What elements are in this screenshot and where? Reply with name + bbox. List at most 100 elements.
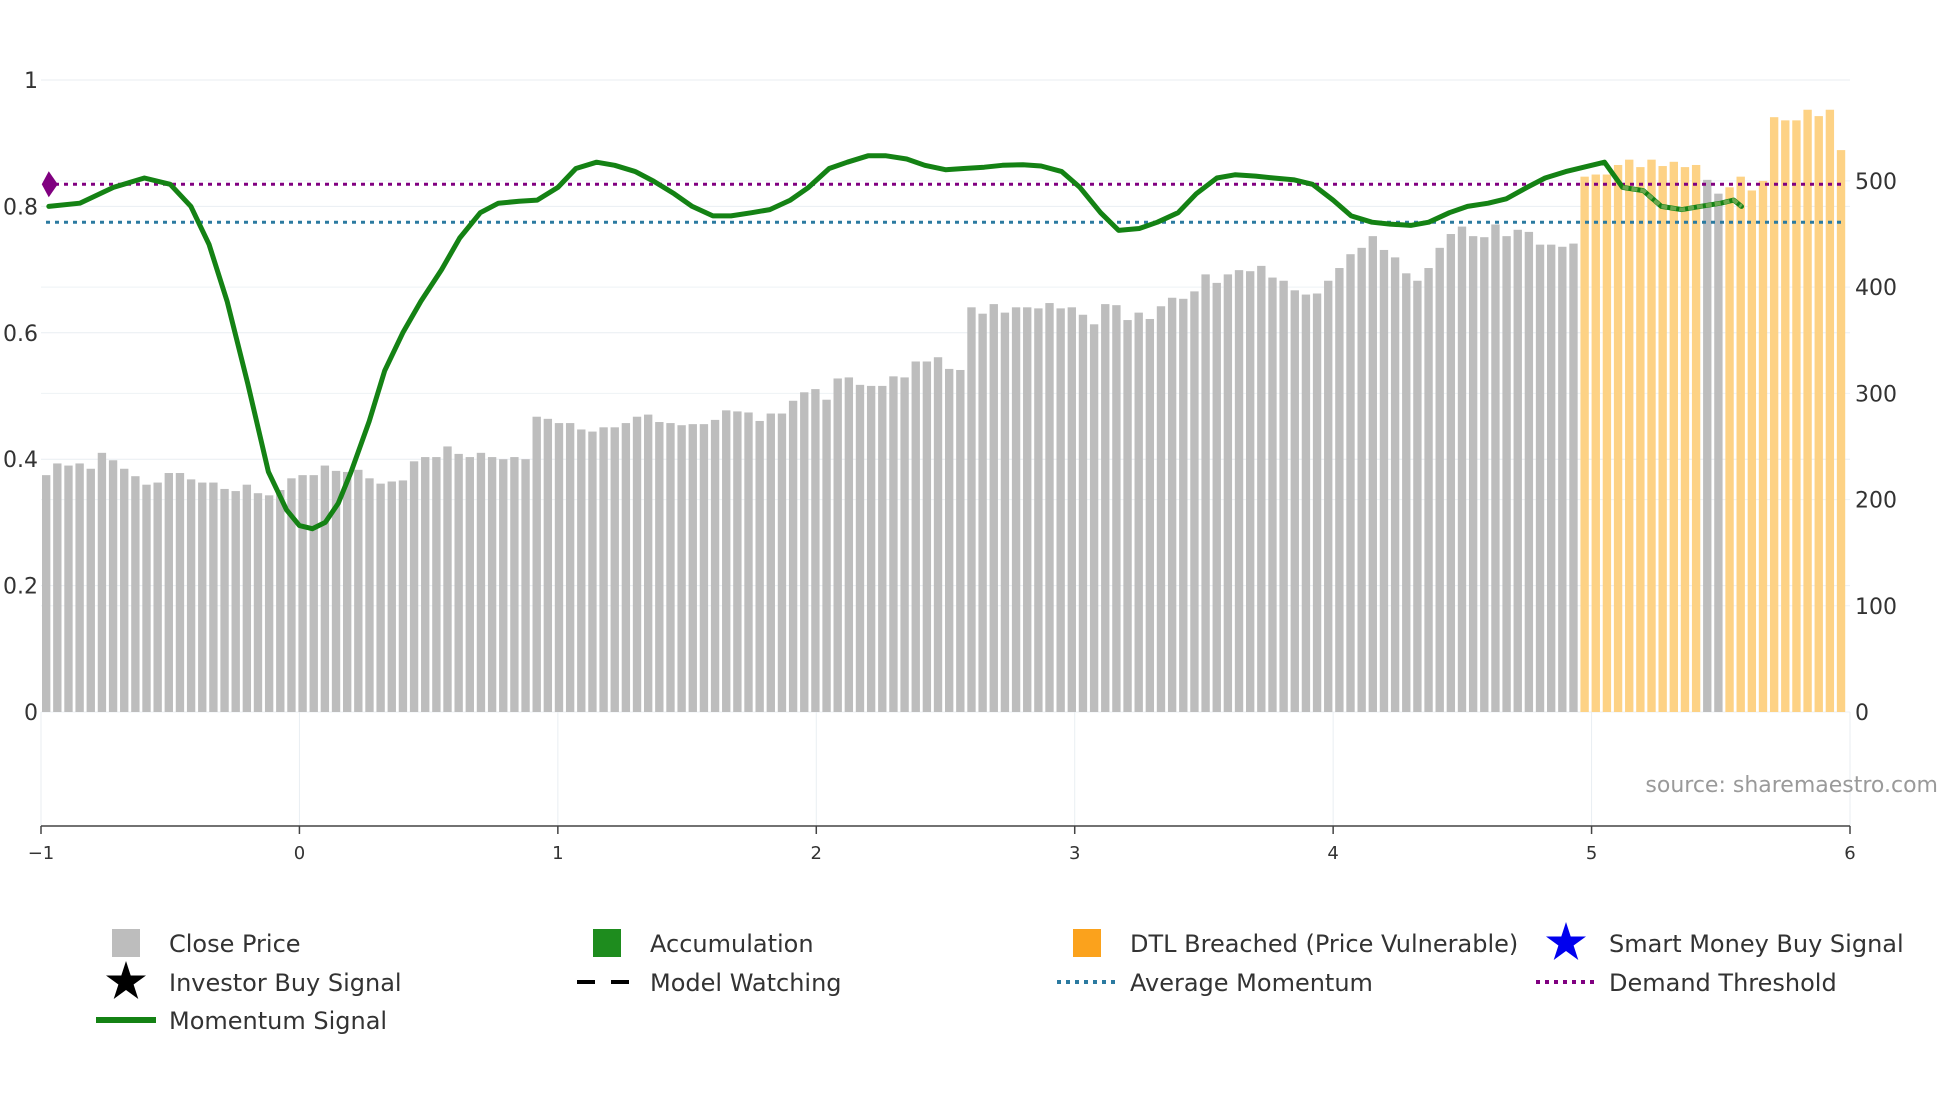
dtl-breached-bar (1658, 166, 1667, 713)
close-price-bar (409, 461, 419, 712)
close-price-bar (1234, 270, 1244, 712)
close-price-bar (1424, 268, 1433, 712)
close-price-bar (175, 473, 185, 712)
ytick-left-label: 0.6 (3, 322, 38, 347)
lines-layer (41, 153, 1843, 532)
close-price-bar (264, 495, 274, 712)
close-price-bar (833, 378, 842, 712)
close-price-bar (1346, 254, 1355, 712)
close-price-bar (945, 368, 954, 712)
legend-item: Momentum Signal (96, 1007, 387, 1035)
dtl-breached-bar (1781, 120, 1790, 713)
dtl-breached-bar (1625, 159, 1634, 712)
close-price-bar (164, 473, 173, 712)
close-price-bar (242, 484, 252, 712)
close-price-bar (922, 361, 932, 712)
close-price-bar (554, 423, 564, 712)
dtl-breached-bar (1680, 167, 1690, 713)
close-price-bar (644, 414, 653, 712)
xtick-label: 0 (294, 843, 305, 864)
legend-item: Close Price (112, 929, 301, 958)
legend-item: Smart Money Buy Signal (1546, 922, 1904, 960)
legend-label: Momentum Signal (169, 1007, 387, 1035)
close-price-bar (1067, 307, 1076, 712)
legend-label: Smart Money Buy Signal (1609, 930, 1904, 958)
close-price-bar (120, 468, 129, 712)
close-price-bar (287, 478, 296, 712)
close-price-bar (1246, 271, 1255, 712)
dtl-breached-bar (1580, 176, 1589, 712)
close-price-bar (398, 480, 408, 712)
close-price-bar (1000, 312, 1010, 712)
close-price-bar (1212, 282, 1221, 712)
xtick-label: 4 (1327, 843, 1338, 864)
ytick-right-label: 300 (1855, 382, 1897, 407)
xtick-label: 5 (1586, 843, 1597, 864)
close-price-bar (1089, 324, 1099, 712)
ytick-right-label: 400 (1855, 276, 1897, 301)
close-price-bar (499, 459, 508, 712)
legend-square-icon (593, 929, 621, 957)
close-price-bar (788, 400, 798, 712)
dtl-breached-bar (1647, 159, 1656, 712)
close-price-bar (186, 479, 196, 712)
close-price-bar (1457, 226, 1467, 712)
close-price-bar (1056, 308, 1065, 712)
legend-label: Demand Threshold (1609, 969, 1837, 997)
close-price-bar (53, 463, 62, 712)
close-price-bar (387, 481, 396, 712)
legend-star-icon (1546, 922, 1586, 960)
legend-label: Model Watching (650, 969, 842, 997)
close-price-bar (989, 304, 998, 712)
close-price-bar (298, 475, 307, 712)
ytick-left-label: 1 (24, 69, 38, 94)
close-price-bar (1257, 265, 1266, 712)
close-price-bar (220, 488, 229, 712)
close-price-bar (131, 476, 140, 712)
dtl-breached-bar (1825, 109, 1835, 713)
close-price-bar (75, 463, 84, 712)
close-price-bar (889, 376, 898, 712)
close-price-bar (610, 427, 619, 712)
dtl-breached-bar (1636, 167, 1645, 713)
xtick-label: 3 (1069, 843, 1080, 864)
close-price-bar (97, 452, 107, 712)
close-price-bar (64, 465, 73, 712)
close-price-bar (1357, 247, 1366, 712)
close-price-bar (1368, 236, 1377, 712)
close-price-bar (822, 399, 831, 712)
close-price-bar (86, 468, 95, 712)
close-price-bar (487, 457, 497, 712)
close-price-bar (956, 369, 965, 712)
ytick-right-label: 200 (1855, 489, 1897, 514)
close-price-bar (666, 423, 675, 712)
legend-item: Accumulation (593, 929, 814, 958)
close-price-bar (811, 389, 820, 712)
close-price-bar (142, 484, 151, 712)
close-price-bar (443, 446, 452, 712)
close-price-bar (733, 411, 742, 712)
close-price-bar (231, 491, 240, 712)
close-price-bar (1402, 273, 1411, 712)
close-price-bar (421, 457, 430, 712)
close-price-bar (476, 452, 486, 712)
dtl-breached-bar (1803, 109, 1812, 713)
close-price-bar (432, 457, 441, 712)
close-price-bar (1268, 277, 1277, 712)
legend-item: DTL Breached (Price Vulnerable) (1073, 929, 1518, 958)
close-price-bar (1123, 320, 1132, 712)
dtl-breached-bar (1792, 120, 1801, 713)
legend-item: Investor Buy Signal (106, 961, 402, 999)
legend-label: Close Price (169, 930, 301, 958)
dtl-breached-bar (1691, 164, 1701, 713)
close-price-bar (1569, 243, 1578, 712)
close-price-bar (565, 423, 575, 712)
close-price-bar (454, 453, 463, 712)
close-price-bar (1446, 234, 1456, 712)
legend-item: Model Watching (577, 969, 842, 997)
xtick-label: 6 (1844, 843, 1855, 864)
close-price-bar (1101, 304, 1110, 712)
close-price-bar (510, 457, 519, 712)
close-price-bar (376, 483, 385, 712)
